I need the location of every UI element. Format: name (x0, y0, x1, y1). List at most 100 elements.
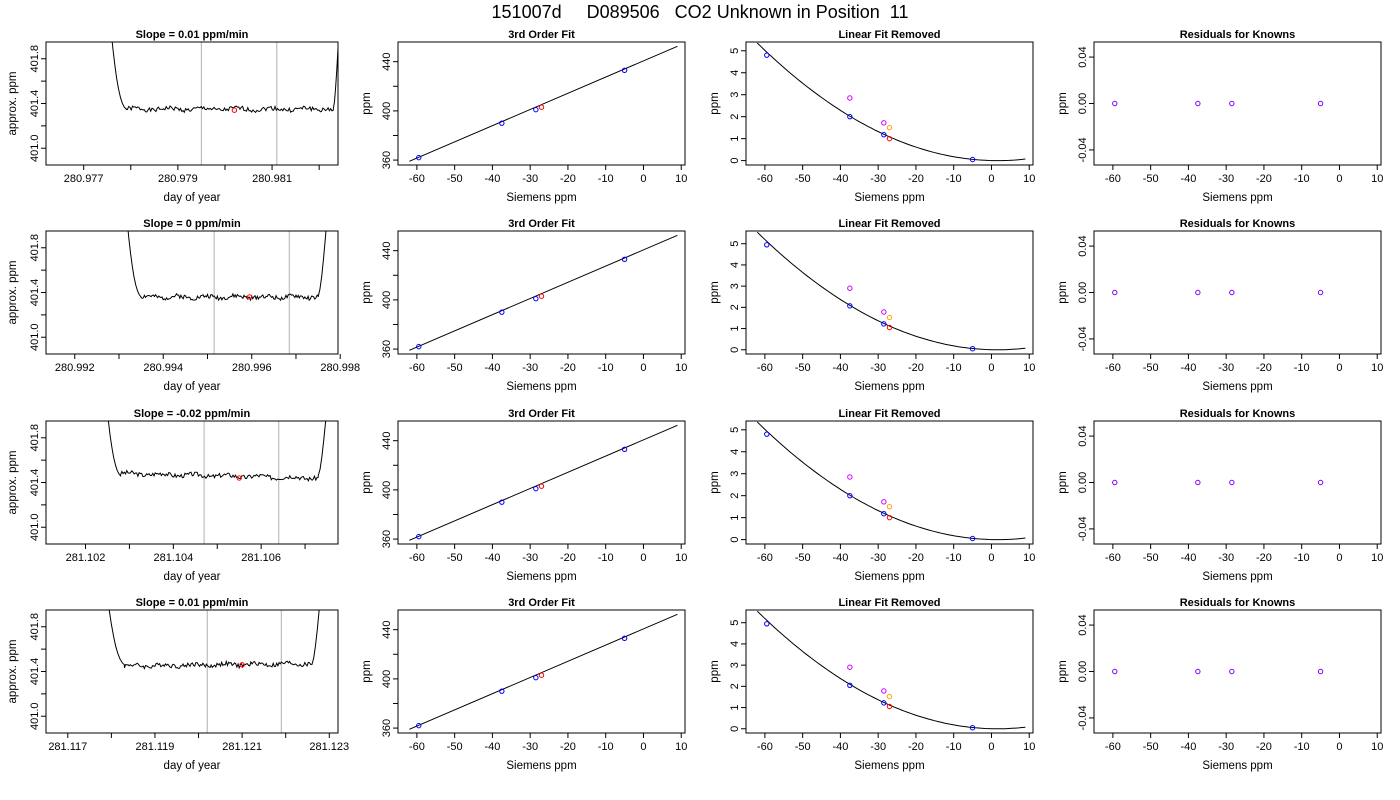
panel-r0c2-ytick-label-0: 0 (729, 158, 741, 164)
panel-r2c3-point-0 (1112, 479, 1118, 486)
panel-r0c1-point-4 (621, 67, 628, 73)
panel-r2c3-xtick-label-4: -20 (1256, 552, 1272, 564)
panel-r2c0-xtick-label-2: 281.104 (153, 552, 193, 564)
panel-r1c1-xtick-label-4: -20 (560, 362, 576, 374)
panel-r2c3-title: Residuals for Knowns (1180, 408, 1296, 420)
panel-r0c0-xlabel: day of year (164, 192, 221, 204)
panel-r3c2-point-5 (886, 693, 893, 700)
panel-r0c2-xtick-label-3: -30 (870, 173, 886, 185)
panel-r3c2-ytick-label-2: 2 (729, 683, 741, 689)
panel-r2c3-point-1 (1195, 479, 1201, 486)
panel-r0c3-frame (1093, 41, 1382, 166)
panel-r0c3-title: Residuals for Knowns (1180, 29, 1296, 41)
panel-r1c3-ytick-label-0: -0.04 (1077, 326, 1089, 351)
panel-r3c1-point-0 (416, 722, 422, 729)
panel-r2c3-ytick-label-0: -0.04 (1077, 516, 1089, 541)
panel-r2c2-xtick-label-0: -60 (757, 552, 773, 564)
panel-r3c2-ytick-label-5: 5 (729, 620, 741, 626)
panel-r2c3-point-3 (1317, 479, 1324, 486)
panel-r0c0-xtick-label-2: 280.979 (158, 173, 198, 185)
panel-r0c2-ytick-label-1: 1 (729, 136, 741, 142)
panel-r1c1-ytick-label-0: 360 (381, 340, 393, 358)
panel-r1c3-xtick-label-3: -30 (1218, 362, 1234, 374)
panel-r0c3-point-1 (1195, 100, 1201, 107)
panel-r1c2-point-0 (764, 242, 770, 248)
panel-r0c2-point-3 (881, 120, 887, 126)
panel-r3c1-xtick-label-2: -40 (484, 741, 500, 753)
panel-r0c1-ytick-label-4: 440 (381, 53, 393, 71)
panel-r3c2-xlabel: Siemens ppm (854, 760, 924, 772)
panel-r1c2-ylabel: ppm (709, 281, 721, 303)
panel-r3c0-ytick-label-2: 401.4 (29, 658, 41, 686)
panel-r1c3-xtick-label-1: -50 (1143, 362, 1159, 374)
panel-r3c2-point-4 (881, 700, 887, 706)
panel-r3c0-ytick-label-4: 401.8 (29, 613, 41, 641)
panel-r2c1-xtick-label-1: -50 (447, 552, 463, 564)
panel-r2c1-ytick-label-0: 360 (381, 530, 393, 548)
panel-r2c0-ylabel: approx. ppm (7, 451, 19, 515)
panel-r2c2-title: Linear Fit Removed (838, 408, 940, 420)
panel-r2c0-ytick-label-4: 401.8 (29, 424, 41, 452)
panel-r0c2-xtick-label-1: -50 (795, 173, 811, 185)
panel-r2c1-xlabel: Siemens ppm (506, 571, 576, 583)
panel-r3c2-ytick-label-4: 4 (729, 641, 741, 647)
panel-r2c3-xtick-label-6: 0 (1336, 552, 1342, 564)
panel-r3c0-ytick-label-0: 401.0 (29, 702, 41, 730)
panel-r1c0-ytick-label-4: 401.8 (29, 234, 41, 262)
panel-r3c2-point-2 (847, 682, 853, 688)
panel-r0c2-title: Linear Fit Removed (838, 29, 940, 41)
panel-r1c3-xlabel: Siemens ppm (1202, 381, 1272, 393)
panel-r2c1-xtick-label-6: 0 (640, 552, 646, 564)
panel-r3c1-xtick-label-1: -50 (447, 741, 463, 753)
panel-r0c3-xtick-label-3: -30 (1218, 173, 1234, 185)
panel-r0c0-xtick-label-0: 280.977 (64, 173, 104, 185)
panel-r2c1-xtick-label-7: 10 (675, 552, 687, 564)
panel-r1c0-title: Slope = 0 ppm/min (143, 218, 241, 230)
panel-r2c1-xtick-label-2: -40 (484, 552, 500, 564)
panel-r0c3-xtick-label-5: -10 (1294, 173, 1310, 185)
panel-r2c2-point-4 (881, 510, 887, 517)
panel-r1c3-xtick-label-5: -10 (1294, 362, 1310, 374)
panel-r3c1-ytick-label-2: 400 (381, 670, 393, 688)
panel-r3c1-ylabel: ppm (361, 660, 373, 682)
panel-r1c2-point-7 (969, 345, 976, 352)
panel-r2c3-xtick-label-2: -40 (1180, 552, 1196, 564)
panel-r3c0-point-0 (239, 662, 245, 668)
panel-r2c0-frame (45, 420, 339, 545)
panel-r0c1-xtick-label-2: -40 (484, 173, 500, 185)
panel-r1c2-xlabel: Siemens ppm (854, 381, 924, 393)
panel-r0c2-xtick-label-6: 0 (988, 173, 994, 185)
panel-r3c1-point-2 (533, 674, 539, 681)
panel-r3c2-ytick-label-1: 1 (729, 704, 741, 710)
panel-r2c2-ytick-label-5: 5 (729, 427, 741, 433)
panel-r1c1-xtick-label-6: 0 (640, 362, 646, 374)
panel-r2c2-point-6 (886, 514, 893, 521)
panel-r2c3-xtick-label-0: -60 (1105, 552, 1121, 564)
panel-r0c1-xtick-label-7: 10 (675, 173, 687, 185)
panel-r2c2-xtick-label-6: 0 (988, 552, 994, 564)
panel-r0c1-point-3 (538, 104, 545, 110)
panel-r3c0-title: Slope = 0.01 ppm/min (136, 597, 249, 609)
panel-r0c0-ytick-label-4: 401.8 (29, 45, 41, 73)
panel-r0c3-point-0 (1112, 100, 1118, 107)
panel-r3c3-xtick-label-4: -20 (1256, 741, 1272, 753)
panel-r2c1-point-2 (533, 485, 539, 492)
panel-r1c3-point-3 (1317, 289, 1324, 296)
panel-r1c2-xtick-label-6: 0 (988, 362, 994, 374)
panel-r1c3-ytick-label-1: 0.00 (1077, 282, 1089, 303)
panel-r1c0-xtick-label-2: 280.994 (143, 362, 183, 374)
panel-r3c2-point-7 (969, 724, 976, 731)
panel-r2c2-xtick-label-5: -10 (946, 552, 962, 564)
panel-r0c0-trace (111, 42, 338, 114)
panel-r1c1-title: 3rd Order Fit (508, 218, 575, 230)
panel-r1c2-xtick-label-4: -20 (908, 362, 924, 374)
panel-r2c2-ytick-label-1: 1 (729, 515, 741, 521)
panel-r1c2-xtick-label-1: -50 (795, 362, 811, 374)
panel-r2c1-title: 3rd Order Fit (508, 408, 575, 420)
panel-r0c3-xtick-label-6: 0 (1336, 173, 1342, 185)
panel-r2c2-point-1 (847, 474, 853, 480)
panel-r0c1-point-0 (416, 154, 422, 161)
panel-r0c2-ytick-label-4: 4 (729, 70, 741, 76)
panel-r0c0-ytick-label-2: 401.4 (29, 90, 41, 118)
panel-r3c1-point-3 (538, 672, 545, 678)
